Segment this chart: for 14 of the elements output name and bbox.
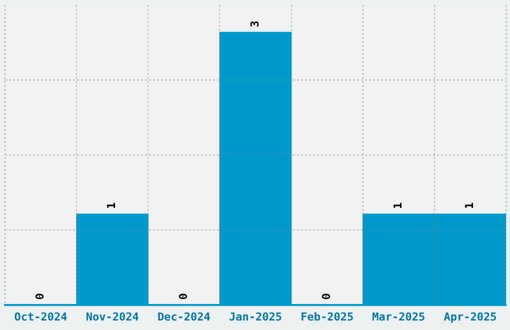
x-tick-label: Feb-2025 [300, 310, 354, 324]
data-label: 0 [176, 293, 190, 300]
data-label: 0 [34, 293, 47, 300]
x-tick-label: Oct-2024 [14, 310, 68, 324]
data-label: 1 [392, 202, 404, 209]
data-label: 3 [248, 20, 262, 28]
data-label: 0 [320, 293, 333, 300]
x-tick-label: Mar-2025 [372, 310, 426, 324]
data-label: 1 [105, 202, 118, 209]
data-label: 1 [463, 202, 476, 209]
x-tick-label: Dec-2024 [157, 310, 211, 324]
x-tick-label: Jan-2025 [229, 310, 282, 324]
x-tick-label: Apr-2025 [444, 310, 497, 324]
x-tick-label: Nov-2024 [86, 310, 140, 324]
